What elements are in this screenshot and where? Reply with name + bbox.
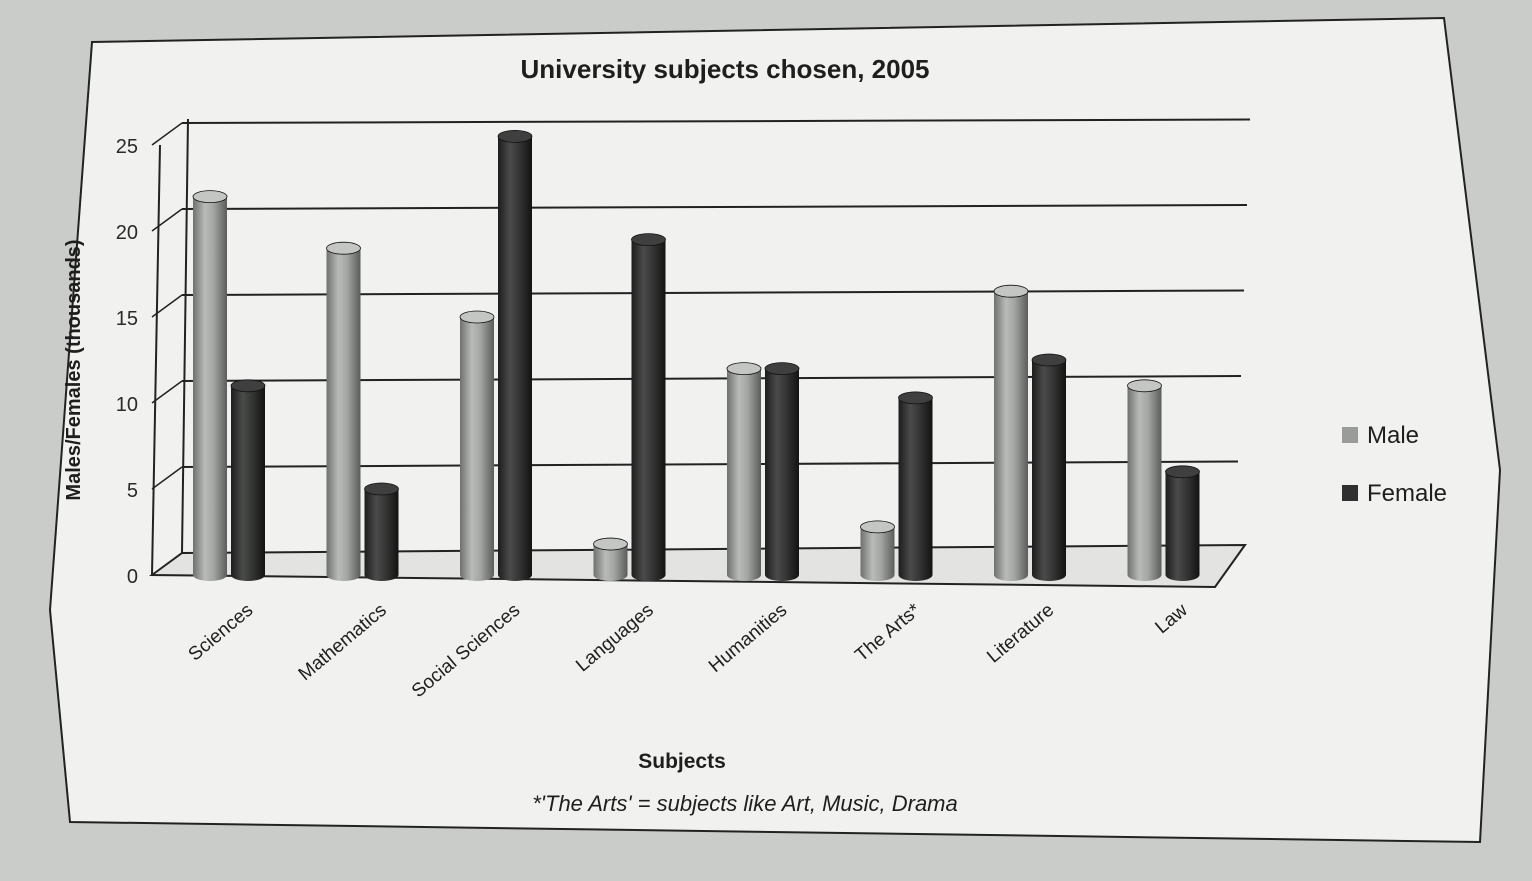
legend: Male Female [1342,422,1447,507]
bar-female-3-base [631,569,666,581]
bar-male-4-body [727,368,761,575]
bar-female-7-body [1165,471,1200,575]
bar-female-2-body [498,136,532,575]
chart-floor [148,543,1247,589]
gridlines [148,118,1251,589]
bar-male-5-base [860,569,895,581]
chart-title: University subjects chosen, 2005 [521,54,930,84]
gridline [181,118,1251,124]
bar-female-6-body [1032,360,1066,575]
bar-male-7-body [1127,385,1162,575]
bar-male-5-body [860,526,895,575]
bar-male-2-top [459,310,495,324]
bar-male-6-top [993,284,1029,298]
bar-female-2-base [498,569,532,581]
bar-male-4 [726,362,762,581]
bar-male-0-body [193,196,227,575]
bar-male-6 [993,284,1029,581]
bar-female-1-base [364,569,399,581]
y-axis [151,144,161,576]
bar-female-4-body [765,368,799,575]
bar-male-1 [326,241,361,581]
bar-female-7-base [1165,569,1200,581]
bar-male-1-base [326,569,361,581]
y-tick-label: 0 [127,566,138,588]
footnote: *'The Arts' = subjects like Art, Music, … [532,791,958,816]
bar-female-5-base [898,569,933,581]
y-tick-label: 5 [127,480,138,502]
bar-male-2-body [460,317,494,575]
bar-female-0-base [231,569,265,581]
bar-male-4-base [727,569,761,581]
bar-male-3-base [593,569,628,581]
bar-male-7 [1127,379,1162,581]
bar-male-0 [192,190,228,581]
bar-female-1 [364,482,399,581]
legend-entry: Female [1367,480,1447,507]
bar-female-7-top [1165,465,1200,479]
bar-female-4-top [764,362,800,376]
gridline-diagonal [151,122,183,146]
bar-female-3-body [631,239,666,575]
bar-female-5-top [898,391,933,405]
gridline-diagonal [151,208,183,232]
bar-male-7-top [1127,379,1162,393]
bar-male-5 [860,520,895,581]
bar-female-2 [497,129,533,581]
bar-female-7 [1165,465,1200,581]
bar-female-4-base [765,569,799,581]
legend-swatch [1342,485,1358,501]
gridline [181,204,1248,210]
bar-male-3 [593,537,628,581]
bar-male-3-top [593,537,628,551]
bar-female-1-top [364,482,399,496]
y-axis-label: Males/Females (thousands) [63,239,85,500]
bar-female-5-body [898,397,933,575]
bar-male-6-body [994,291,1028,575]
bar-male-1-body [326,248,361,575]
bar-female-3-top [631,233,666,247]
bar-male-0-top [192,190,228,204]
bar-male-5-top [860,520,895,534]
x-axis-label: Subjects [638,750,726,773]
bar-female-1-body [364,489,399,575]
bar-male-7-base [1127,569,1162,581]
bar-female-6-top [1031,353,1067,367]
y-tick-label: 25 [116,136,138,158]
gridline-diagonal [151,380,183,404]
bar-male-2-base [460,569,494,581]
y-tick-label: 10 [116,394,138,416]
back-wall-edge [181,118,189,554]
gridline-diagonal [151,466,183,490]
bar-female-6 [1031,353,1067,581]
bar-male-0-base [193,569,227,581]
bar-male-1-top [326,241,361,255]
y-tick-label: 15 [116,308,138,330]
bar-female-0 [230,379,266,581]
bar-female-5 [898,391,933,581]
bar-female-0-body [231,385,265,575]
bar-female-4 [764,362,800,581]
y-tick-label: 20 [116,222,138,244]
bar-female-3 [631,233,666,581]
bar-female-6-base [1032,569,1066,581]
bar-male-6-base [994,569,1028,581]
bars [192,129,1200,581]
legend-swatch [1342,427,1358,443]
axes [151,118,189,576]
bar-male-2 [459,310,495,581]
bar-female-2-top [497,129,533,143]
bar-male-4-top [726,362,762,376]
bar-female-0-top [230,379,266,393]
legend-entry: Male [1367,422,1419,449]
